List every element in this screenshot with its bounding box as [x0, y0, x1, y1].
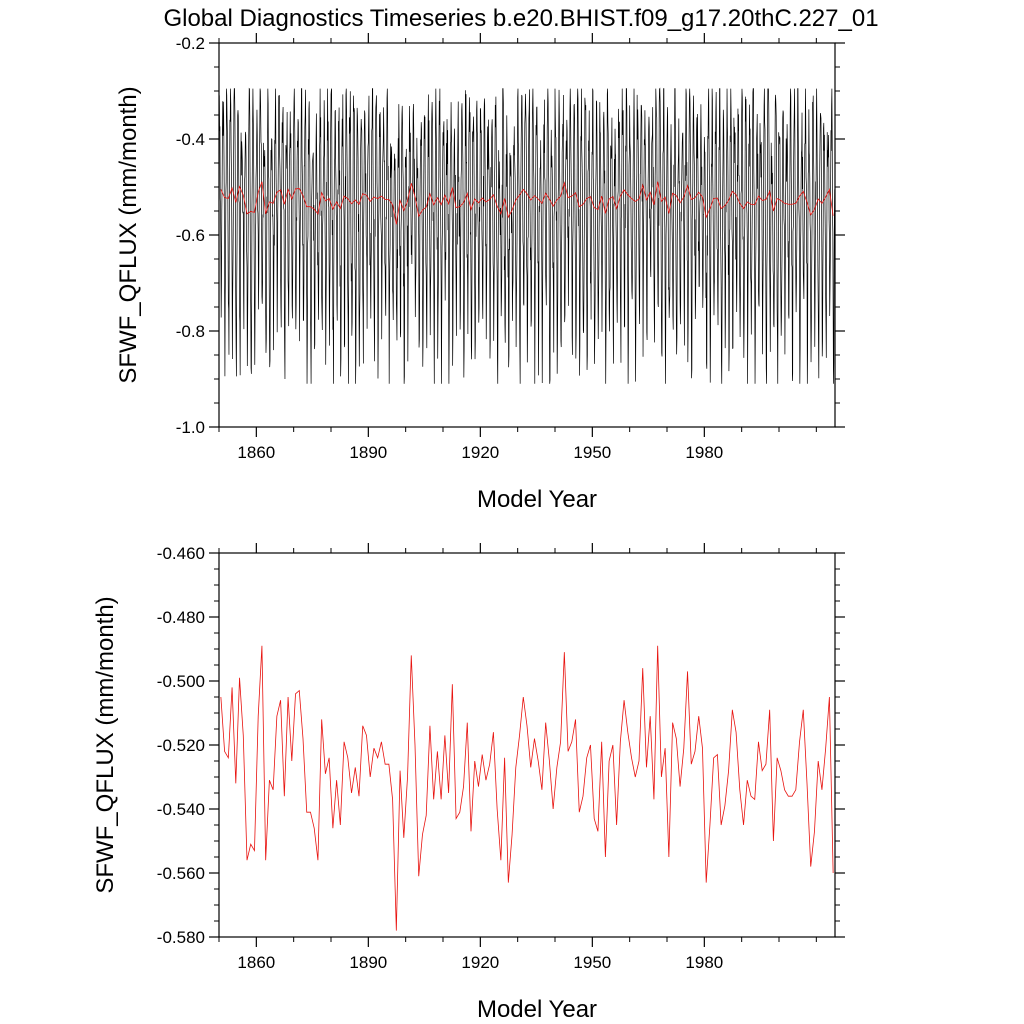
y-tick-label: -0.6 [176, 226, 205, 245]
x-tick-label: 1860 [237, 443, 275, 462]
x-axis-label: Model Year [477, 486, 597, 513]
y-tick-label: -0.2 [176, 34, 205, 53]
x-axis-label: Model Year [477, 996, 597, 1023]
figure-title: Global Diagnostics Timeseries b.e20.BHIS… [163, 5, 878, 32]
annual-mean-line [220, 645, 834, 931]
y-tick-label: -0.500 [157, 672, 205, 691]
chart-panel-bottom: 1860 1890 1920 1950 1980 -0.580 -0.560 -0.540 -0… [92, 543, 845, 1023]
x-tick-label: 1920 [461, 953, 499, 972]
x-tick-label: 1890 [349, 953, 387, 972]
y-tick-label: -0.560 [157, 864, 205, 883]
y-tick-label: -0.4 [176, 130, 205, 149]
plot-frame [218, 552, 836, 938]
y-axis-label: SFWF_QFLUX (mm/month) [115, 86, 142, 383]
x-tick-label: 1890 [349, 443, 387, 462]
x-tick-label: 1950 [573, 443, 611, 462]
annual-mean-line [220, 181, 834, 225]
x-tick-label: 1920 [461, 443, 499, 462]
chart-panel-top: 1860 1890 1920 1950 1980 -1.0 -0.8 -0.6 -0.4 -0.2… [115, 33, 845, 513]
y-axis-label: SFWF_QFLUX (mm/month) [92, 596, 119, 893]
x-tick-label: 1860 [237, 953, 275, 972]
y-tick-label: -0.520 [157, 736, 205, 755]
x-tick-label: 1950 [573, 953, 611, 972]
y-tick-label: -0.460 [157, 544, 205, 563]
x-tick-label: 1980 [685, 443, 723, 462]
x-tick-label: 1980 [685, 953, 723, 972]
y-tick-label: -0.580 [157, 928, 205, 947]
y-tick-label: -0.480 [157, 608, 205, 627]
y-tick-label: -0.8 [176, 322, 205, 341]
y-tick-label: -1.0 [176, 418, 205, 437]
monthly-series-line [218, 87, 836, 384]
y-tick-label: -0.540 [157, 800, 205, 819]
